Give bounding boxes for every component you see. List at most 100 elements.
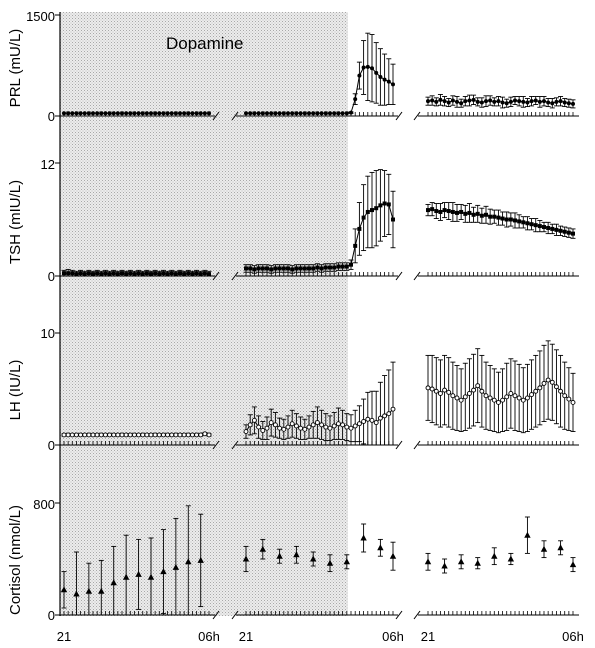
tsh-point — [307, 266, 311, 271]
tsh-point — [140, 272, 145, 277]
tsh-point — [323, 265, 328, 270]
tsh-point — [434, 209, 439, 214]
lh-point — [156, 432, 162, 438]
lh-point — [483, 393, 489, 399]
prl-point — [128, 111, 133, 116]
cortisol-point — [73, 590, 80, 597]
prl-point — [386, 79, 391, 84]
tsh-point — [328, 265, 332, 270]
prl-ytick-min: 0 — [48, 109, 55, 124]
prl-point — [467, 98, 472, 103]
prl-point — [374, 70, 379, 75]
lh-point — [373, 420, 379, 426]
tsh-point — [86, 271, 91, 276]
lh-point — [361, 419, 367, 424]
tsh-point — [463, 211, 468, 216]
prl-point — [202, 111, 207, 116]
cortisol-point — [507, 555, 515, 562]
xtick-seg3-start: 21 — [421, 629, 435, 644]
lh-ytick-max: 10 — [41, 326, 55, 341]
tsh-point — [546, 225, 551, 230]
prl-point — [370, 66, 374, 71]
lh-point — [198, 432, 204, 438]
prl-point — [340, 111, 345, 116]
lh-point — [314, 420, 320, 426]
cortisol-point — [557, 544, 564, 551]
prl-point — [521, 99, 526, 104]
prl-point — [273, 111, 278, 116]
prl-point — [434, 99, 439, 104]
prl-point — [566, 101, 571, 106]
lh-point — [352, 423, 358, 429]
tsh-point — [378, 203, 383, 208]
prl-point — [74, 111, 79, 116]
prl-point — [382, 77, 387, 82]
lh-point — [256, 424, 262, 430]
lh-point — [369, 417, 375, 423]
prl-axis-label: PRL (mU/L) — [7, 29, 24, 108]
prl-point — [328, 111, 332, 116]
prl-point — [479, 100, 484, 105]
lh-point — [177, 432, 183, 438]
prl-point — [442, 99, 447, 104]
prl-point — [391, 82, 395, 87]
prl-point — [120, 111, 124, 116]
cortisol-axis-break — [231, 610, 239, 620]
tsh-point — [144, 271, 149, 276]
xtick-seg2-start: 21 — [239, 629, 253, 644]
lh-point — [131, 432, 137, 438]
lh-point — [69, 432, 75, 438]
prl-point — [344, 111, 349, 116]
prl-point — [463, 99, 468, 104]
lh-point — [512, 393, 518, 399]
lh-point — [348, 425, 354, 431]
prl-point — [496, 99, 501, 104]
cortisol-point — [360, 534, 367, 541]
lh-point — [533, 388, 539, 394]
lh-point — [327, 425, 333, 431]
tsh-point — [344, 264, 349, 269]
lh-axis-break — [212, 440, 220, 450]
prl-point — [194, 111, 199, 116]
tsh-ytick-min: 0 — [48, 269, 55, 284]
lh-point — [148, 432, 154, 438]
lh-point — [251, 417, 257, 423]
cortisol-point — [135, 570, 142, 577]
tsh-point — [169, 271, 174, 276]
cortisol-ytick-min: 0 — [48, 608, 55, 623]
prl-point — [349, 110, 353, 115]
lh-point — [152, 432, 158, 438]
cortisol-axis-break — [395, 610, 403, 620]
tsh-point — [136, 271, 141, 276]
cortisol-point — [259, 545, 266, 552]
cortisol-point — [122, 573, 130, 580]
lh-point — [570, 399, 576, 405]
tsh-point — [562, 229, 567, 234]
lh-point — [264, 425, 270, 431]
prl-point — [260, 111, 265, 116]
lh-point — [537, 385, 543, 391]
lh-point — [344, 424, 350, 430]
lh-point — [549, 379, 555, 385]
lh-point — [386, 411, 392, 417]
tsh-point — [194, 271, 199, 276]
lh-point — [520, 397, 526, 403]
prl-point — [450, 98, 455, 103]
tsh-point — [391, 217, 395, 222]
prl-point — [132, 111, 137, 116]
lh-point — [446, 389, 452, 395]
tsh-point — [504, 217, 509, 222]
lh-point — [323, 424, 329, 430]
tsh-point — [315, 265, 320, 270]
tsh-point — [161, 271, 166, 276]
prl-point — [269, 111, 274, 116]
lh-point — [61, 432, 67, 438]
lh-point — [194, 432, 200, 438]
xtick-seg2-end: 06h — [382, 629, 404, 644]
prl-point — [265, 111, 269, 116]
lh-point — [462, 394, 468, 400]
lh-point — [541, 380, 547, 386]
cortisol-point — [110, 579, 117, 586]
prl-point — [252, 111, 257, 116]
